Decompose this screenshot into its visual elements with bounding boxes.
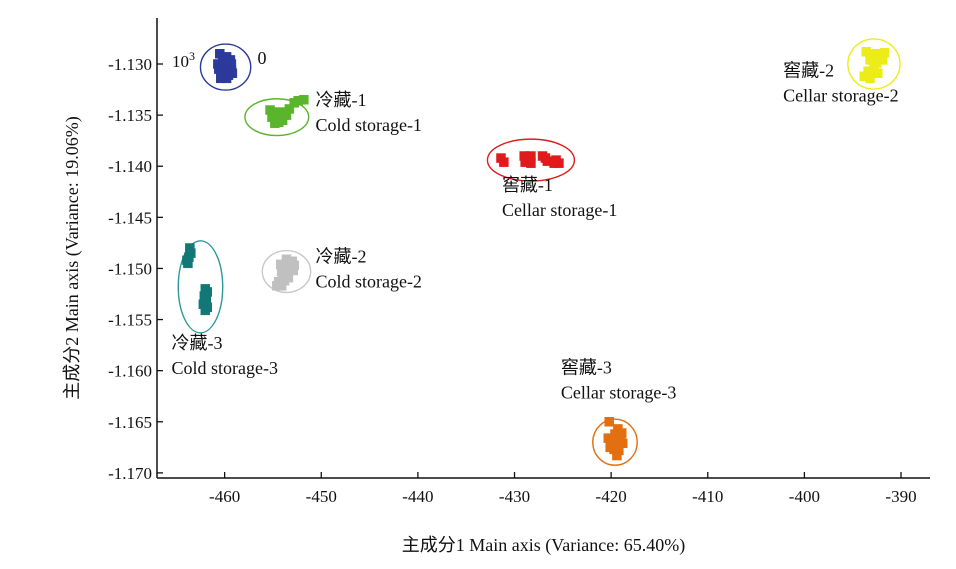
data-point <box>278 107 289 117</box>
cluster-ellipse <box>592 418 638 466</box>
x-tick-label: -390 <box>885 487 916 506</box>
x-tick-label: -440 <box>402 487 433 506</box>
x-tick-label: -450 <box>306 487 337 506</box>
data-point <box>612 450 622 461</box>
group-label-line: Cold storage-2 <box>315 271 421 291</box>
data-point <box>276 281 287 291</box>
data-points <box>182 46 890 461</box>
group-label-line: Cellar storage-2 <box>783 85 898 105</box>
data-point <box>873 68 883 78</box>
data-point <box>549 158 559 168</box>
data-point <box>604 417 614 427</box>
axes <box>156 18 930 479</box>
data-point <box>865 73 875 84</box>
y-tick-label: -1.140 <box>108 157 152 176</box>
group-label-line: 0 <box>257 48 266 68</box>
cluster-ellipse <box>244 98 310 137</box>
y-axis-ticks: -1.130 -1.135 -1.140 -1.145 -1.150 -1.155 -1.1… <box>108 55 163 483</box>
x-tick-label: -460 <box>209 487 240 506</box>
group-label-line: Cold storage-1 <box>315 115 421 135</box>
group-label-line: 窖藏-3 <box>561 358 612 378</box>
y-scale-exponent: 103 <box>172 49 195 71</box>
group-label-line: 冷藏-1 <box>315 90 366 110</box>
x-tick-label: -410 <box>692 487 723 506</box>
cluster-ellipses <box>177 38 901 466</box>
y-tick-label: -1.135 <box>108 106 152 125</box>
data-point <box>183 258 193 269</box>
y-tick-label: -1.145 <box>108 208 152 227</box>
y-axis-title: 主成分2 Main axis (Variance: 19.06%) <box>62 116 83 399</box>
y-scale-base: 10 <box>172 52 189 71</box>
data-point <box>273 117 284 128</box>
y-tick-label: -1.165 <box>108 413 152 432</box>
group-label-line: 冷藏-3 <box>171 333 222 353</box>
y-tick-label: -1.160 <box>108 362 152 381</box>
cluster-ellipse <box>199 43 252 91</box>
y-scale-exp: 3 <box>189 49 195 63</box>
group-label-line: 窖藏-1 <box>502 175 553 195</box>
data-point <box>605 442 615 453</box>
y-tick-label: -1.170 <box>108 464 152 483</box>
x-axis-ticks: -460 -450 -440 -430 -420 -410 -400 -390 <box>209 472 917 506</box>
data-point <box>877 55 888 65</box>
group-label-line: Cellar storage-1 <box>502 200 617 220</box>
cluster-ellipse <box>261 249 312 294</box>
y-tick-label: -1.150 <box>108 259 152 278</box>
group-label-line: Cold storage-3 <box>171 358 277 378</box>
x-axis-title: 主成分1 Main axis (Variance: 65.40%) <box>402 535 685 556</box>
cluster-ellipse <box>486 138 576 182</box>
data-point <box>499 157 509 167</box>
cluster-ellipse <box>847 38 901 90</box>
group-labels: 0 冷藏-1 Cold storage-1 窖藏-1 Cellar storage-1 窖… <box>171 48 898 403</box>
x-tick-label: -420 <box>596 487 627 506</box>
data-point <box>526 158 536 168</box>
data-point <box>299 95 309 105</box>
data-point <box>221 73 232 84</box>
group-label-line: 窖藏-2 <box>783 60 834 80</box>
group-label-line: Cellar storage-3 <box>561 383 676 403</box>
data-point <box>227 68 238 78</box>
x-tick-label: -400 <box>789 487 820 506</box>
data-point <box>288 265 298 276</box>
group-label-line: 冷藏-2 <box>315 246 366 266</box>
cluster-ellipse <box>177 240 224 334</box>
y-tick-label: -1.130 <box>108 55 152 74</box>
y-tick-label: -1.155 <box>108 311 152 330</box>
data-point <box>200 305 211 316</box>
x-tick-label: -430 <box>499 487 530 506</box>
